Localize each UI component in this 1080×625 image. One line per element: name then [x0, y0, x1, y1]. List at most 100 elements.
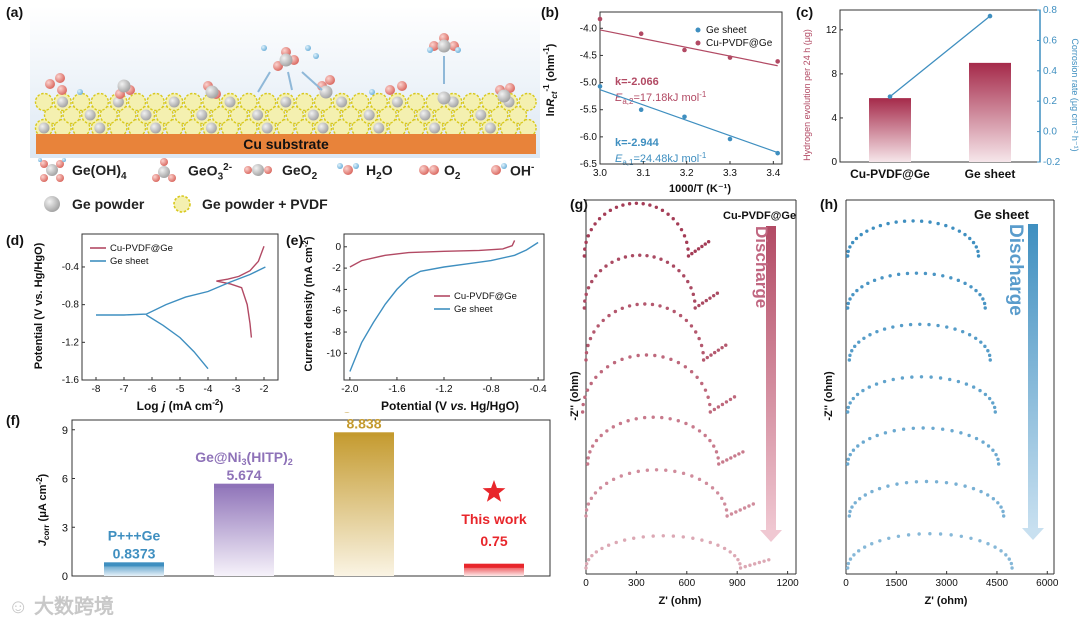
chart-g-point — [725, 514, 729, 518]
chart-h-point — [891, 325, 895, 329]
chart-h-point — [845, 306, 850, 310]
chart-g-point — [644, 353, 649, 357]
germanium-atom — [437, 91, 451, 105]
chart-h-point — [848, 557, 853, 561]
chart-g-point — [627, 304, 632, 308]
chart-g-point — [620, 306, 624, 310]
chart-b-xlabel: 1000/T (K⁻¹) — [669, 183, 731, 195]
chart-h-point — [940, 427, 945, 431]
chart-g-point — [619, 474, 623, 478]
chart-f-ytick-label: 3 — [62, 522, 68, 534]
ge-pvdf-particle — [90, 92, 110, 112]
chart-d-xlabel-close: ) — [219, 399, 223, 413]
chart-g-point — [712, 350, 717, 355]
chart-d-xtick-label: -8 — [92, 384, 101, 395]
chart-g-point — [584, 292, 588, 297]
ge-pvdf-particle — [341, 105, 360, 125]
chart-g-point — [594, 438, 599, 443]
ge-core-particle — [150, 122, 162, 134]
legend-oxygen — [40, 160, 48, 168]
chart-h-point — [988, 358, 992, 362]
ge-core-particle — [261, 122, 273, 134]
chart-g-point — [738, 562, 742, 566]
chart-c-ytick-left-label: 8 — [831, 69, 837, 80]
chart-h-point — [845, 462, 850, 466]
chart-g-point — [737, 452, 741, 456]
chart-b-annot-ea2-rest: =17.18kJ mol — [633, 92, 699, 104]
chart-c-ytick-right-label: 0.2 — [1043, 96, 1057, 107]
chart-g-point — [762, 559, 766, 563]
legend-geo2-text: GeO — [282, 162, 312, 178]
ge-pvdf-particle — [369, 92, 388, 112]
chart-h-point — [938, 376, 943, 380]
chart-c-bar — [869, 98, 911, 162]
chart-h-point — [978, 539, 982, 543]
chart-h-point — [945, 325, 949, 329]
chart-h-point — [950, 429, 954, 433]
chart-h-point — [963, 484, 967, 488]
chart-g-point — [716, 543, 720, 547]
chart-g-point — [643, 302, 647, 306]
chart-g-point — [653, 353, 657, 358]
chart-h-point — [874, 382, 879, 386]
chart-h-point — [983, 344, 987, 349]
chart-f-bar-label-sub: 2 — [288, 457, 293, 467]
chart-h-point — [859, 232, 863, 237]
chart-g-discharge-label: Discharge — [752, 226, 771, 308]
chart-h-title: Ge sheet — [974, 207, 1030, 222]
chart-h-point — [855, 392, 860, 397]
chart-b-annot-ea1-sup: -1 — [699, 151, 707, 160]
legend-pvdf-icon — [173, 195, 191, 213]
legend-oxygen — [152, 174, 160, 182]
chart-h-point — [974, 436, 979, 441]
chart-g-point — [683, 365, 688, 369]
chart-g-point — [628, 355, 632, 359]
chart-b-point — [597, 16, 603, 22]
chart-g-point — [697, 336, 701, 341]
chart-f-frame — [71, 419, 551, 577]
legend-geo3: GeO32- — [188, 162, 232, 182]
chart-h-point — [896, 272, 901, 277]
chart-b-point — [682, 114, 687, 120]
chart-g-point — [711, 293, 716, 298]
chart-g-xtick-label: 300 — [628, 578, 645, 589]
legend-geo3-sub: 3 — [217, 171, 224, 183]
legend-geo2: GeO2 — [282, 162, 317, 182]
chart-d-xtick-label: -5 — [176, 384, 185, 395]
chart-f-bar-label-mid: (HITP) — [247, 449, 288, 465]
chart-h-point — [846, 457, 851, 462]
chart-g-point — [712, 407, 717, 412]
panel-label-g: (g) — [570, 196, 588, 212]
chart-b-annot-ea1-rest: =24.48kJ mol — [633, 153, 699, 165]
chart-c-line-point — [887, 94, 893, 99]
chart-b-ylabel-unit: (ohm — [545, 54, 557, 84]
chart-h-point — [983, 392, 988, 397]
ge-pvdf-particle — [453, 105, 472, 125]
chart-h-point — [967, 433, 971, 438]
chart-g-point — [604, 264, 608, 268]
chart-g-point — [671, 217, 675, 221]
chart-h-point — [862, 545, 867, 549]
chart-g-point — [636, 469, 640, 474]
chart-g-point — [741, 450, 745, 454]
chart-h-point — [987, 396, 992, 401]
chart-g-point — [582, 254, 587, 258]
chart-g-point — [725, 458, 729, 462]
chart-h-point — [860, 285, 864, 289]
chart-h-point — [914, 271, 919, 275]
chart-g-point — [704, 481, 709, 486]
ge-pvdf-particle — [481, 92, 500, 112]
chart-b-ytick-label: -4.5 — [580, 50, 598, 61]
chart-h-point — [956, 379, 961, 384]
ge-core-particle — [38, 122, 50, 134]
ge-pvdf-particle — [62, 105, 81, 125]
legend-oxygen — [168, 174, 176, 182]
chart-h-point — [875, 329, 879, 334]
chart-g-point — [590, 279, 594, 284]
chart-d-legend-label: Cu-PVDF@Ge — [110, 243, 173, 254]
ge-core-particle — [391, 96, 403, 108]
legend-geo2-sub: 2 — [311, 170, 318, 182]
chart-b-annot-ea1-sub: a,1 — [622, 158, 634, 167]
legend-ge-powder: Ge powder — [72, 196, 145, 212]
chart-h-point — [978, 388, 982, 393]
